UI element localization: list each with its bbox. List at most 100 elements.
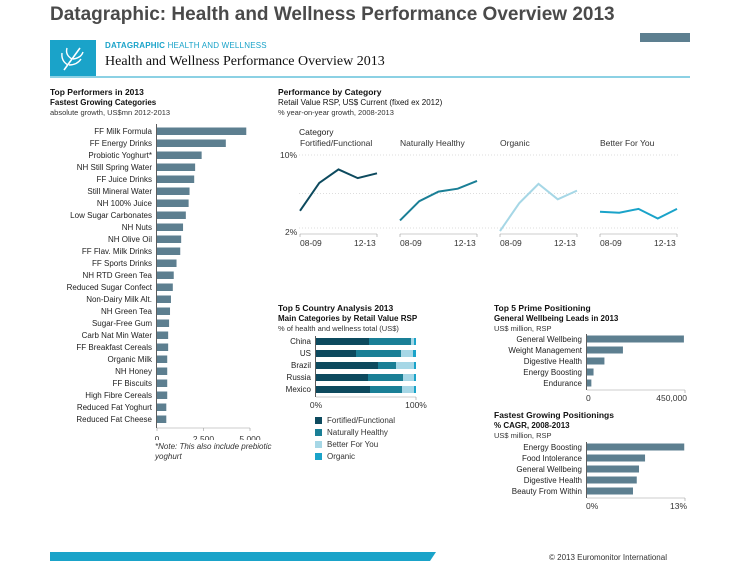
country-label: US	[300, 349, 311, 358]
x-tick-label: 08-09	[300, 238, 322, 248]
bar	[157, 247, 181, 255]
bar	[157, 319, 170, 327]
top-performers-footnote: *Note: This also include prebiotic yoghu…	[155, 442, 272, 461]
bar	[157, 151, 202, 159]
category-label: Reduced Sugar Confect	[67, 283, 153, 292]
legend-title: Category	[299, 127, 334, 137]
prime-chart-title: Top 5 Prime Positioning	[494, 303, 591, 313]
category-label: Reduced Fat Yoghurt	[77, 403, 153, 412]
stacked-segment	[370, 386, 402, 393]
category-label: Energy Boosting	[523, 443, 582, 452]
fastest-chart-subtitle: % CAGR, 2008-2013	[494, 421, 570, 430]
subtitle: Health and Wellness Performance Overview…	[105, 54, 385, 69]
fastest-chart-title: Fastest Growing Positionings	[494, 410, 614, 420]
legend-swatch-naturally	[315, 429, 322, 436]
country-stacked-chart: China US Brazil Russia Mexico 0% 100%	[286, 336, 427, 410]
brand-label-rest: HEALTH AND WELLNESS	[167, 41, 267, 50]
x-tick-label: 2,500	[193, 434, 215, 440]
category-label: NH Green Tea	[101, 307, 153, 316]
x-tick-label: 0	[155, 434, 160, 440]
country-label: Brazil	[291, 361, 311, 370]
category-label: Energy Boosting	[523, 368, 582, 377]
y-tick-label: 2%	[285, 227, 298, 237]
stacked-segment	[402, 386, 414, 393]
bar	[587, 346, 623, 354]
prime-positioning-chart: General Wellbeing Weight Management Digest…	[508, 334, 687, 402]
series-line	[399, 180, 478, 222]
category-label: Weight Management	[508, 346, 582, 355]
bar	[157, 331, 169, 339]
series-line	[599, 207, 678, 220]
category-label: FF Juice Drinks	[96, 175, 152, 184]
fastest-positionings-chart: Energy Boosting Food Intolerance General W…	[512, 442, 687, 510]
stacked-segment	[316, 338, 369, 345]
brand-rule	[50, 76, 690, 78]
stacked-segment	[316, 374, 368, 381]
copyright: © 2013 Euromonitor International	[549, 553, 667, 562]
bar	[587, 379, 592, 387]
footer-bar	[50, 552, 436, 561]
category-chart-title: Performance by Category	[278, 87, 382, 97]
bar	[157, 415, 167, 423]
category-label: FF Flav. Milk Drinks	[82, 247, 152, 256]
bar	[157, 127, 247, 135]
stacked-segment	[401, 350, 413, 357]
country-chart-subtitle: Main Categories by Retail Value RSP	[278, 314, 418, 323]
bar	[587, 368, 594, 376]
stacked-segment	[316, 350, 356, 357]
bar	[157, 175, 195, 183]
stacked-segment	[414, 386, 416, 393]
bar	[157, 283, 173, 291]
bar	[157, 295, 171, 303]
bar	[157, 391, 168, 399]
x-tick-label: 0%	[586, 501, 599, 510]
x-tick-label: 12-13	[654, 238, 676, 248]
page-title: Datagraphic: Health and Wellness Perform…	[50, 4, 615, 25]
x-tick-label: 450,000	[656, 393, 687, 402]
bar	[157, 367, 168, 375]
stacked-segment	[414, 374, 416, 381]
x-tick-label: 12-13	[354, 238, 376, 248]
brand-block	[50, 40, 96, 76]
leaf-icon	[61, 47, 84, 71]
legend-label-organic: Organic	[327, 452, 356, 461]
y-tick-label: 10%	[280, 150, 297, 160]
bar	[157, 223, 184, 231]
category-label: High Fibre Cereals	[85, 391, 152, 400]
stacked-segment	[414, 362, 416, 369]
bar	[157, 211, 186, 219]
bar	[157, 379, 168, 387]
country-chart-title: Top 5 Country Analysis 2013	[278, 303, 394, 313]
country-label: Russia	[287, 373, 312, 382]
accent-bar	[640, 33, 690, 42]
series-label: Better For You	[600, 138, 655, 148]
bar	[157, 235, 182, 243]
category-label: Organic Milk	[108, 355, 153, 364]
category-chart-subtitle: Retail Value RSP, US$ Current (fixed ex …	[278, 98, 443, 107]
category-label: Reduced Fat Cheese	[76, 415, 152, 424]
category-label: Food Intolerance	[522, 454, 583, 463]
legend-label-better: Better For You	[327, 440, 379, 449]
top-performers-chart: FF Milk Formula FF Energy Drinks Probiotic…	[67, 124, 261, 440]
legend-swatch-organic	[315, 453, 322, 460]
category-label: Non-Dairy Milk Alt.	[86, 295, 152, 304]
category-label: FF Breakfast Cereals	[76, 343, 152, 352]
x-tick-label: 08-09	[400, 238, 422, 248]
country-label: Mexico	[286, 385, 312, 394]
series-label: Fortified/Functional	[300, 138, 372, 148]
category-label: FF Energy Drinks	[90, 139, 152, 148]
series-line	[499, 182, 578, 232]
category-label: FF Biscuits	[112, 379, 152, 388]
category-chart-note: % year-on-year growth, 2008-2013	[278, 108, 394, 117]
x-tick-label: 12-13	[454, 238, 476, 248]
x-tick-label: 13%	[670, 501, 687, 510]
fastest-chart-note: US$ million, RSP	[494, 431, 552, 440]
category-label: General Wellbeing	[516, 465, 582, 474]
bar	[157, 259, 177, 267]
stacked-segment	[414, 338, 416, 345]
country-label: China	[290, 337, 311, 346]
bar	[587, 487, 633, 495]
x-tick-label: 0%	[310, 400, 323, 410]
brand-label-bold: DATAGRAPHIC	[105, 41, 166, 50]
category-label: Beauty From Within	[512, 487, 582, 496]
